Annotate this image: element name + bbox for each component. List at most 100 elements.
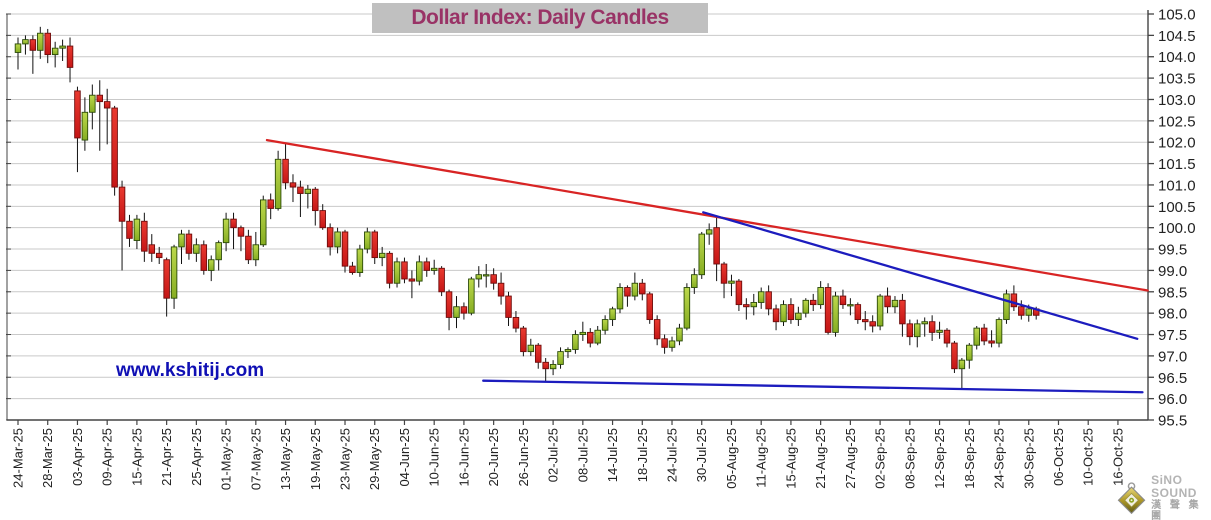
x-axis-label: 04-Jun-25 — [397, 428, 412, 487]
candle-body-up — [705, 229, 713, 235]
candle-body-up — [728, 280, 735, 284]
y-axis-label: 95.5 — [1158, 413, 1187, 430]
x-axis-label: 07-May-25 — [248, 428, 263, 490]
x-axis-label: 27-Aug-25 — [843, 428, 858, 489]
candle-body-up — [364, 231, 371, 250]
candle-body-up — [416, 261, 423, 282]
candle-body-up — [958, 359, 966, 370]
candle-body-up — [22, 39, 29, 45]
candle-body-down — [899, 299, 906, 325]
x-axis-label: 18-Sep-25 — [962, 428, 977, 489]
x-axis-label: 14-Jul-25 — [605, 428, 620, 482]
candle-body-down — [720, 263, 728, 284]
candle-body-down — [326, 227, 334, 248]
candle-body-down — [319, 210, 326, 229]
x-axis-label: 19-May-25 — [308, 428, 323, 490]
candle-body-down — [861, 319, 869, 323]
candle-body-down — [772, 308, 780, 323]
candle-body-down — [713, 227, 720, 265]
candle-body-down — [1018, 306, 1025, 316]
x-axis-label: 10-Oct-25 — [1081, 428, 1096, 486]
candle-body-down — [809, 299, 817, 306]
candle-body-up — [1003, 293, 1010, 321]
candle-body-down — [520, 327, 527, 353]
x-axis-label: 02-Jul-25 — [546, 428, 561, 482]
candle-body-up — [549, 363, 557, 370]
candle-body-up — [453, 306, 460, 318]
candle-body-up — [698, 233, 705, 276]
candle-body-down — [371, 231, 378, 259]
candle-body-up — [936, 329, 943, 333]
candle-body-up — [252, 244, 260, 261]
candle-body-up — [631, 282, 639, 297]
candle-body-down — [103, 101, 111, 109]
candle-body-down — [29, 39, 37, 51]
x-axis-label: 25-Apr-25 — [189, 428, 204, 486]
candle-body-down — [148, 244, 156, 254]
candle-body-down — [312, 188, 319, 212]
candle-body-down — [653, 319, 661, 340]
candle-body-down — [408, 278, 416, 282]
candle-body-down — [512, 316, 520, 329]
candle-body-up — [579, 331, 587, 335]
candle-body-up — [891, 299, 899, 308]
candle-body-down — [282, 158, 289, 184]
candle-body-down — [928, 321, 936, 333]
x-axis-label: 16-Jun-25 — [456, 428, 471, 487]
candle-body-down — [646, 293, 653, 321]
y-axis-label: 98.0 — [1158, 306, 1187, 323]
candles — [14, 26, 1040, 390]
candle-body-down — [951, 342, 958, 370]
sino-sound-diamond-icon — [1117, 482, 1146, 515]
candle-body-down — [401, 261, 408, 280]
candle-body-down — [289, 182, 297, 188]
candle-body-down — [587, 331, 594, 344]
x-axis-label: 24-Mar-25 — [11, 428, 26, 488]
x-axis-label: 21-Apr-25 — [159, 428, 174, 486]
candle-body-down — [118, 186, 126, 222]
y-axis-label: 102.0 — [1158, 135, 1196, 152]
logo-text-line1: SiNO SOUND — [1151, 473, 1197, 501]
candle-body-up — [609, 308, 616, 321]
kshitij-watermark: www.kshitij.com — [116, 360, 265, 381]
candle-body-down — [141, 220, 148, 252]
x-axis-label: 28-Mar-25 — [40, 428, 55, 488]
candle-body-down — [943, 329, 951, 344]
candle-body-down — [386, 252, 393, 284]
x-axis-label: 15-Aug-25 — [783, 428, 798, 489]
candle-body-up — [691, 274, 698, 288]
candle-body-down — [639, 282, 646, 295]
x-axis-label: 24-Sep-25 — [992, 428, 1007, 489]
x-axis-label: 03-Apr-25 — [70, 428, 85, 486]
x-axis-label: 26-Jun-25 — [516, 428, 531, 487]
trendlines — [265, 138, 1149, 394]
candle-body-down — [854, 304, 862, 321]
candle-body-up — [594, 329, 601, 344]
candle-body-up — [207, 259, 215, 271]
candle-body-up — [557, 351, 564, 365]
candle-body-up — [995, 319, 1003, 344]
sino-sound-logo: SiNO SOUND 漢 聲 集 團 — [1116, 473, 1211, 520]
y-axis-label: 99.5 — [1158, 242, 1187, 259]
candle-body-up — [81, 111, 89, 141]
x-axis-label: 12-Sep-25 — [932, 428, 947, 489]
candle-body-up — [876, 295, 884, 327]
x-axis-label: 10-Jun-25 — [427, 428, 442, 487]
candle-body-up — [668, 340, 676, 348]
candle-body-down — [111, 107, 118, 188]
candle-body-up — [51, 47, 59, 56]
candle-body-up — [274, 158, 282, 209]
candle-body-up — [795, 312, 802, 321]
candle-body-up — [59, 45, 66, 49]
candle-body-up — [527, 344, 535, 353]
candle-body-down — [237, 227, 245, 237]
y-axis-label: 100.5 — [1158, 199, 1196, 216]
candle-body-up — [832, 295, 839, 333]
candle-body-up — [1025, 308, 1033, 316]
x-axis-label: 06-Oct-25 — [1051, 428, 1066, 486]
candle-body-down — [297, 186, 304, 194]
candle-body-up — [676, 327, 683, 342]
y-axis-label: 104.5 — [1158, 28, 1196, 45]
candle-body-up — [817, 287, 824, 306]
